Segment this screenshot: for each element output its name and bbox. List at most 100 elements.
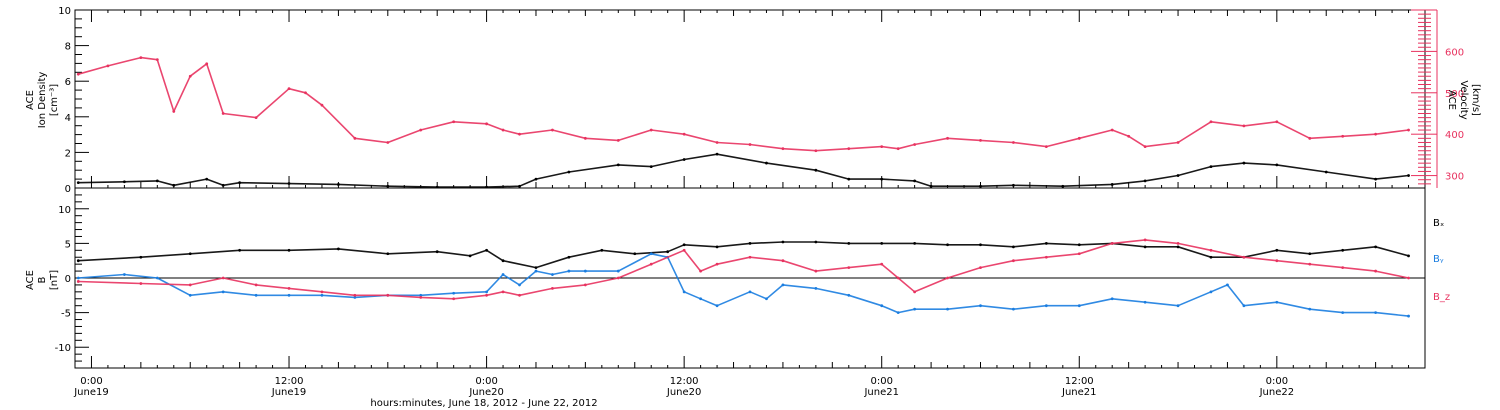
bz-point [320, 290, 324, 294]
by-point [534, 269, 538, 273]
bx-point [1209, 255, 1213, 259]
bx-point [1374, 245, 1378, 249]
density-tick-label: 4 [65, 113, 71, 124]
velocity-point [781, 147, 785, 151]
bz-point [896, 276, 900, 280]
b-field-axis: -10 -5 0 5 10 [55, 194, 1425, 362]
bx-point [814, 240, 818, 244]
bz-point [1407, 276, 1410, 280]
density-point [155, 179, 159, 183]
velocity-point [172, 110, 176, 113]
legend-bx: Bₓ [1433, 218, 1444, 229]
by-point [781, 283, 785, 287]
by-point [1143, 300, 1147, 304]
date-tick-label: June21 [1061, 387, 1097, 398]
bz-point [419, 295, 423, 299]
by-point [518, 283, 521, 287]
bx-point [139, 255, 143, 259]
density-point [649, 165, 653, 169]
velocity-point [485, 122, 488, 126]
velocity-point [814, 149, 818, 153]
bz-point [1077, 252, 1081, 256]
velocity-point [287, 87, 291, 91]
velocity-point [353, 136, 357, 140]
velocity-point [452, 120, 456, 124]
velocity-point [188, 74, 192, 78]
velocity-point [847, 147, 851, 151]
by-point [76, 276, 80, 280]
by-point [1077, 304, 1081, 308]
bz-point [781, 259, 785, 263]
b-axis-label-2: [nT] [49, 270, 60, 290]
bz-point [699, 269, 703, 273]
by-point [1176, 304, 1180, 308]
bx-point [435, 250, 439, 254]
bz-point [485, 293, 488, 297]
by-point [1209, 290, 1213, 294]
density-point [715, 152, 719, 156]
bx-point [188, 252, 192, 256]
bx-line [78, 241, 1409, 269]
by-point [979, 304, 982, 308]
bx-point [666, 250, 670, 254]
bz-point [1110, 241, 1114, 245]
bx-point [287, 248, 291, 252]
density-tick-label: 8 [65, 42, 71, 53]
bz-point [979, 266, 982, 270]
by-point [913, 307, 917, 311]
velocity-point [1407, 128, 1410, 132]
bz-point [1012, 259, 1015, 263]
by-point [501, 273, 505, 276]
by-point [1407, 314, 1410, 318]
velocity-axis-label-1: Velocity [1458, 80, 1469, 119]
velocity-point [1374, 132, 1378, 136]
bx-point [76, 259, 80, 263]
time-tick-label: 0:00 [870, 376, 892, 387]
bz-point [1242, 255, 1246, 259]
velocity-point [583, 136, 587, 140]
time-tick-label: 0:00 [1266, 376, 1288, 387]
density-point [847, 177, 851, 181]
by-line [78, 253, 1409, 317]
bz-point [501, 290, 505, 294]
bx-point [847, 241, 851, 245]
density-point [913, 179, 917, 183]
by-point [188, 293, 192, 297]
time-tick-label: 12:00 [670, 376, 699, 387]
b-tick-label: -10 [55, 343, 71, 354]
bx-point [600, 248, 604, 252]
time-tick-label: 0:00 [475, 376, 497, 387]
density-point [682, 158, 686, 161]
velocity-tick-label: 500 [1445, 89, 1464, 100]
bx-point [485, 248, 488, 252]
by-point [583, 269, 587, 273]
b-field-series [76, 238, 1410, 318]
velocity-point [1176, 141, 1180, 144]
velocity-line [78, 56, 1409, 152]
bx-point [337, 247, 340, 251]
date-tick-label: June19 [271, 387, 307, 398]
density-tick-label: 0 [65, 184, 71, 195]
b-axis-label-0: ACE [25, 270, 36, 290]
density-axis-label-1: Ion Density [37, 72, 48, 129]
velocity-point [1341, 134, 1345, 138]
by-point [715, 304, 719, 308]
by-point [551, 273, 554, 276]
by-point [1012, 307, 1015, 311]
velocity-tick-label: 400 [1445, 130, 1464, 141]
bx-point [1308, 252, 1312, 256]
velocity-point [501, 128, 505, 132]
bx-point [913, 241, 917, 245]
density-line [78, 153, 1409, 188]
density-point [616, 163, 620, 167]
velocity-tick-label: 600 [1445, 47, 1464, 58]
by-point [1242, 304, 1246, 308]
velocity-axis: 300 400 500 600 [1411, 9, 1464, 188]
bx-point [748, 241, 752, 245]
velocity-point [1127, 134, 1131, 138]
density-point [1143, 179, 1147, 183]
velocity-point [419, 128, 423, 132]
bz-point [880, 262, 884, 266]
by-point [847, 293, 851, 297]
by-point [320, 293, 324, 297]
